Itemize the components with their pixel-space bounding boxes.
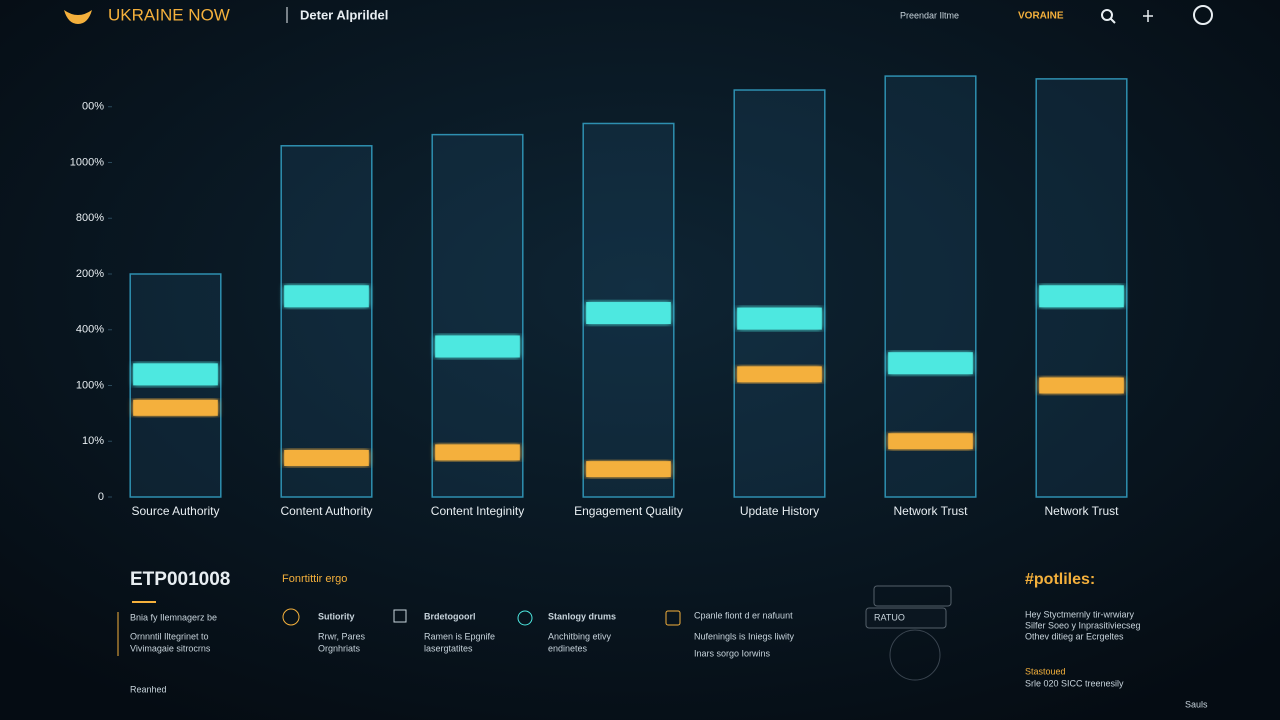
bar [884,75,977,498]
search-icon[interactable] [1101,9,1113,21]
level-band [284,285,369,308]
intro: Vivimagaie sitrocrns [130,643,211,653]
x-tick-label: Content Integinity [431,504,524,518]
level-band [737,307,822,330]
item-title: Brdetogoorl [424,611,476,621]
y-tick-label: 400% [76,324,104,336]
item-title: Sutiority [318,611,355,621]
profiles-line: Hey Styctmernly tir-wrwiary [1025,609,1135,619]
profiles-line: Silfer Soeo y Inprasitiviecseg [1025,620,1141,630]
status: Srle 020 SICC treenesily [1025,678,1124,688]
y-tick-label: 100% [76,379,104,391]
nav-link[interactable]: Preendar Iltme [900,10,959,20]
tag: Fonrtittir ergo [282,573,347,585]
corner: Sauls [1185,699,1208,709]
x-tick-label: Engagement Quality [574,504,683,518]
item-text: Inars sorgo Iorwins [694,648,771,658]
level-band [1039,377,1124,394]
item-text: Orgnhriats [318,643,361,653]
bar [431,133,524,498]
note: Reanhed [130,684,167,694]
y-tick-label: 10% [82,435,104,447]
item-text: Nufeningls is Iniegs liwity [694,631,795,641]
item-text: Anchitbing etivy [548,631,612,641]
level-band [586,461,671,478]
status: Stastoued [1025,666,1066,676]
item-text: Rrwr, Pares [318,631,366,641]
level-band [284,449,369,466]
intro: Bnia fy Ilemnagerz be [130,612,217,622]
ratio: RATUO [874,612,905,622]
level-band [1039,285,1124,308]
icon [517,610,533,626]
bar [129,273,222,498]
profiles-line: Othev ditieg ar Ecrgeltes [1025,631,1124,641]
brand: UKRAINE NOW [108,5,230,24]
level-band [888,433,973,450]
bar [280,145,373,498]
level-band [586,302,671,325]
item-title: Stanlogy drums [548,611,616,621]
chart: 0 10% 100% 400% 200% 800% 1000% 00% Source Autho… [70,75,1128,518]
level-band [737,366,822,383]
level-band [435,335,520,358]
intro: Ornnntil Iltegrinet to [130,631,209,641]
y-tick-label: 200% [76,268,104,280]
x-tick-label: Update History [740,504,819,518]
menu-icon[interactable] [1143,10,1153,22]
icon [282,608,300,626]
subtitle: Deter Alprildel [300,7,388,22]
x-tick-label: Source Authority [131,504,219,518]
profiles-title: #potliles: [1025,571,1095,588]
y-tick-label: 1000% [70,156,104,168]
level-band [133,363,218,386]
level-band [435,444,520,461]
item-text: endinetes [548,643,588,653]
dial [889,629,941,681]
item-title: Cpanle fiont d er nafuunt [694,610,793,620]
header: UKRAINE NOW Deter Alprildel Preendar Ilt… [64,5,1213,25]
level-band [888,352,973,375]
code: ETP001008 [130,569,230,590]
y-tick-label: 00% [82,101,104,113]
nav-link[interactable]: VORAINE [1018,11,1064,22]
x-tick-label: Network Trust [893,504,968,518]
y-tick-label: 800% [76,212,104,224]
level-band [133,399,218,416]
ratio-box[interactable] [865,607,947,629]
item-text: Ramen is Epgnife [424,631,495,641]
item-text: lasergtatites [424,643,473,653]
icon [393,609,407,623]
x-tick-label: Network Trust [1044,504,1119,518]
profile-icon[interactable] [1193,5,1213,25]
search-icon [1110,18,1116,24]
panel [873,585,952,607]
icon [665,610,681,626]
bar [733,89,826,498]
x-tick-label: Content Authority [280,504,372,518]
logo [64,10,92,24]
y-tick-label: 0 [98,491,104,503]
footer: ETP001008 Fonrtittir ergo Bnia fy Ilemna… [117,569,1208,709]
